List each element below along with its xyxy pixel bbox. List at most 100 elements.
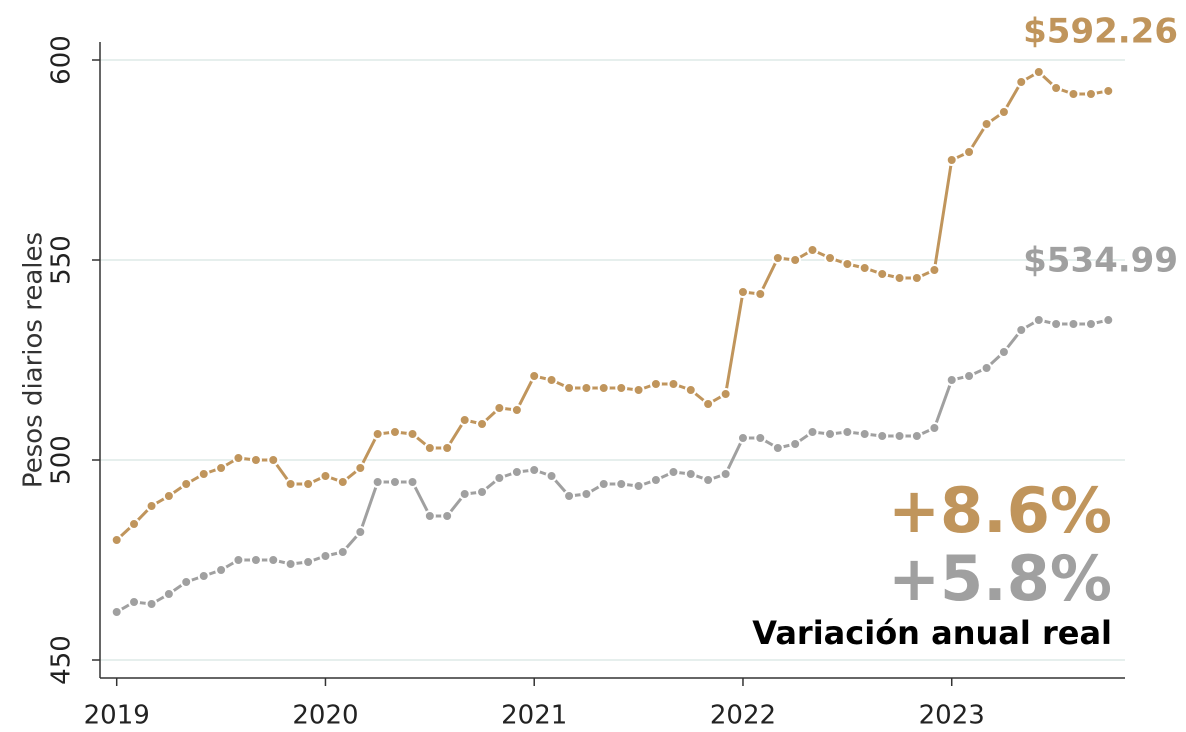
point [910,430,923,442]
point [441,442,454,454]
point [1084,88,1097,100]
point [476,418,489,430]
point [354,462,367,474]
point [789,438,802,450]
point [1050,318,1063,330]
point [458,488,471,500]
point [354,526,367,538]
point [963,370,976,382]
point [910,272,923,284]
point [736,286,749,298]
point [719,388,732,400]
point [736,432,749,444]
y-tick-label: 550 [47,235,77,285]
point [267,554,280,566]
point [249,554,262,566]
point [371,476,384,488]
point [684,468,697,480]
point [980,362,993,374]
point [1102,84,1115,97]
point [180,478,193,490]
point [893,272,906,284]
point [1102,314,1115,327]
point [197,570,210,582]
y-tick-label: 500 [47,435,77,485]
point [928,422,941,434]
point [1015,324,1028,336]
point [893,430,906,442]
point [215,564,228,576]
point [1084,318,1097,330]
point [997,106,1010,118]
end-label: $534.99 [1023,241,1178,281]
point [1067,88,1080,100]
point [649,474,662,486]
point [580,488,593,500]
annotation: +5.8% [888,542,1112,615]
point [771,252,784,264]
point [110,606,123,618]
point [145,598,158,610]
point [302,556,315,568]
end-label: $592.26 [1023,11,1178,51]
x-tick-label: 2021 [501,701,567,731]
point [336,546,349,558]
point [388,426,401,438]
point [162,490,175,502]
point [876,268,889,280]
point [702,398,715,410]
point [980,118,993,130]
point [719,468,732,480]
point [824,252,837,264]
point [267,454,280,466]
point [528,464,541,476]
point [249,454,262,466]
x-tick-label: 2023 [919,701,985,731]
point [667,378,680,390]
point [1032,314,1045,326]
point [284,478,297,490]
point [336,476,349,488]
point [997,346,1010,358]
point [963,146,976,158]
point [876,430,889,442]
point [563,382,576,394]
point [615,382,628,394]
point [632,480,645,492]
point [180,576,193,588]
point [423,442,436,454]
point [510,466,523,478]
y-tick-label: 600 [47,35,77,85]
point [458,414,471,426]
point [128,518,141,530]
point [388,476,401,488]
y-axis-label: Pesos diarios reales [19,232,49,488]
point [945,374,958,386]
point [858,262,871,274]
annotation: Variación anual real [752,614,1112,652]
point [563,490,576,502]
annotation: +8.6% [888,474,1112,547]
point [545,470,558,482]
point [284,558,297,570]
x-tick-label: 2020 [292,701,358,731]
point [545,374,558,386]
y-tick-label: 450 [47,635,77,685]
point [441,510,454,522]
point [232,452,245,464]
point [510,404,523,416]
point [806,426,819,438]
point [528,370,541,382]
point [110,534,123,546]
point [684,384,697,396]
point [649,378,662,390]
point [145,500,158,512]
point [858,428,871,440]
point [1032,66,1045,78]
point [806,244,819,256]
point [667,466,680,478]
point [597,478,610,490]
point [493,472,506,484]
